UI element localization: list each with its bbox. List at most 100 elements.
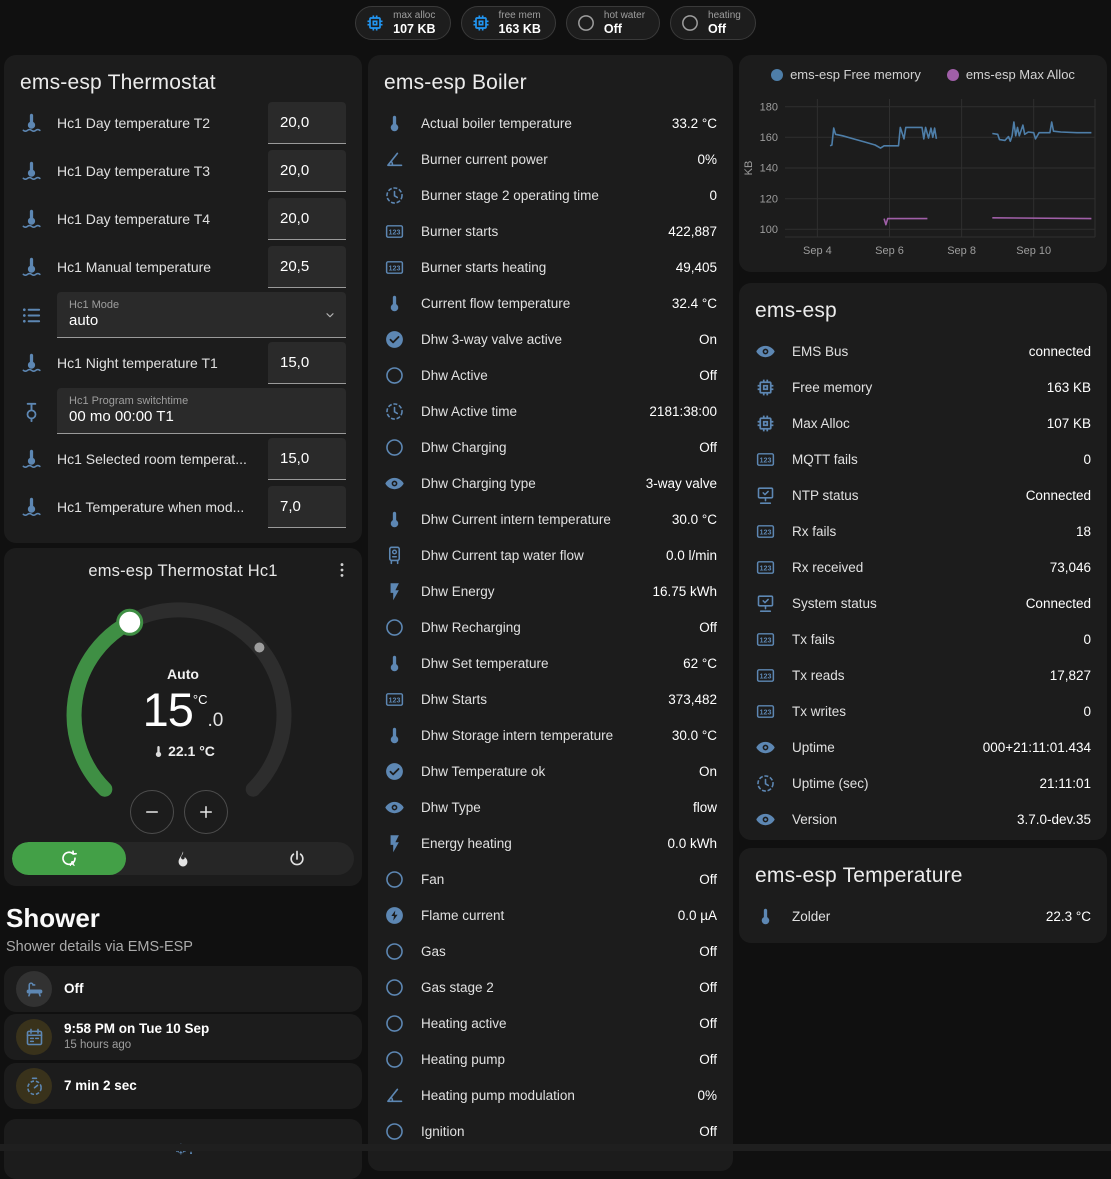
header-chip[interactable]: heating Off: [670, 6, 756, 40]
eye-icon: [755, 809, 776, 830]
entity-label: NTP status: [792, 487, 859, 503]
entity-row[interactable]: Dhw 3-way valve active On: [368, 321, 733, 357]
entity-label: Tx writes: [792, 703, 846, 719]
entity-row[interactable]: Heating pump modulation 0%: [368, 1077, 733, 1113]
shower-tile[interactable]: Off: [4, 966, 362, 1012]
number-input-value: 7,0: [280, 498, 301, 515]
number-input[interactable]: 20,0: [268, 102, 346, 144]
more-options-icon[interactable]: [332, 560, 352, 580]
entity-value: 0: [1083, 451, 1091, 467]
entity-row[interactable]: NTP status Connected: [739, 477, 1107, 513]
entity-row[interactable]: Dhw Current tap water flow 0.0 l/min: [368, 537, 733, 573]
mode-off-button[interactable]: [240, 842, 354, 875]
entity-value: Off: [699, 1015, 717, 1031]
number-input[interactable]: 15,0: [268, 342, 346, 384]
entity-label: Fan: [421, 871, 445, 887]
entity-row[interactable]: Gas Off: [368, 933, 733, 969]
svg-text:Sep 4: Sep 4: [803, 245, 832, 257]
entity-row[interactable]: Free memory 163 KB: [739, 369, 1107, 405]
temperature-card: ems-esp Temperature Zolder 22.3 °C: [739, 848, 1107, 943]
temp-decrease-button[interactable]: [130, 790, 174, 834]
water-boiler-icon: [384, 545, 405, 566]
shower-tile[interactable]: 9:58 PM on Tue 10 Sep 15 hours ago: [4, 1014, 362, 1060]
number-input[interactable]: 20,0: [268, 150, 346, 192]
number-input[interactable]: 15,0: [268, 438, 346, 480]
entity-label: Dhw Active time: [421, 403, 518, 419]
entity-row[interactable]: Burner current power 0%: [368, 141, 733, 177]
entity-label: Dhw Charging: [421, 439, 507, 455]
entity-row[interactable]: System status Connected: [739, 585, 1107, 621]
entity-row[interactable]: Burner stage 2 operating time 0: [368, 177, 733, 213]
entity-row[interactable]: Dhw Active time 2181:38:00: [368, 393, 733, 429]
header-chip[interactable]: free mem 163 KB: [460, 6, 556, 40]
entity-row[interactable]: Dhw Storage intern temperature 30.0 °C: [368, 717, 733, 753]
header-chip-bar: max alloc 107 KB free mem 163 KB hot water Of…: [0, 6, 1111, 40]
entity-row[interactable]: Fan Off: [368, 861, 733, 897]
chip-text: free mem 163 KB: [499, 10, 541, 36]
entity-row[interactable]: Heating active Off: [368, 1005, 733, 1041]
entity-row[interactable]: Current flow temperature 32.4 °C: [368, 285, 733, 321]
entity-row[interactable]: 123 Tx reads 17,827: [739, 657, 1107, 693]
entity-row[interactable]: Zolder 22.3 °C: [739, 898, 1107, 934]
entity-row[interactable]: Flame current 0.0 µA: [368, 897, 733, 933]
number-input[interactable]: 7,0: [268, 486, 346, 528]
entity-value: flow: [692, 799, 717, 815]
tile-text: Off: [64, 981, 84, 998]
entity-row[interactable]: Max Alloc 107 KB: [739, 405, 1107, 441]
legend-item[interactable]: ems-esp Free memory: [771, 67, 921, 82]
mode-select[interactable]: Hc1 Mode auto: [57, 292, 346, 338]
entity-row[interactable]: Dhw Current intern temperature 30.0 °C: [368, 501, 733, 537]
entity-row[interactable]: 123 Tx writes 0: [739, 693, 1107, 729]
legend-label: ems-esp Free memory: [790, 67, 921, 82]
entity-label: Tx reads: [792, 667, 845, 683]
header-chip[interactable]: hot water Off: [565, 6, 661, 40]
entity-row[interactable]: 123 Rx fails 18: [739, 513, 1107, 549]
counter-icon: 123: [384, 221, 405, 242]
entity-row[interactable]: 123 Burner starts heating 49,405: [368, 249, 733, 285]
entity-row[interactable]: Heating pump Off: [368, 1041, 733, 1077]
entity-row[interactable]: 123 Rx received 73,046: [739, 549, 1107, 585]
mode-auto-button[interactable]: A: [12, 842, 126, 875]
check-circle-icon: [384, 329, 405, 350]
entity-row[interactable]: EMS Bus connected: [739, 333, 1107, 369]
entity-row[interactable]: 123 Burner starts 422,887: [368, 213, 733, 249]
text-input[interactable]: Hc1 Program switchtime 00 mo 00:00 T1: [57, 388, 346, 434]
entity-row[interactable]: Uptime 000+21:11:01.434: [739, 729, 1107, 765]
clock-icon: [384, 401, 405, 422]
entity-row[interactable]: Gas stage 2 Off: [368, 969, 733, 1005]
entity-row[interactable]: Dhw Recharging Off: [368, 609, 733, 645]
entity-row[interactable]: Uptime (sec) 21:11:01: [739, 765, 1107, 801]
chip-value: Off: [603, 21, 622, 36]
mode-heat-button[interactable]: [126, 842, 240, 875]
shower-heading: Shower: [6, 903, 100, 933]
entity-row[interactable]: 123 MQTT fails 0: [739, 441, 1107, 477]
temp-increase-button[interactable]: [184, 790, 228, 834]
entity-row[interactable]: Dhw Type flow: [368, 789, 733, 825]
entity-row[interactable]: Dhw Charging type 3-way valve: [368, 465, 733, 501]
dial-knob[interactable]: [116, 608, 144, 636]
entity-row[interactable]: Dhw Active Off: [368, 357, 733, 393]
entity-row[interactable]: Dhw Energy 16.75 kWh: [368, 573, 733, 609]
field-value: 00 mo 00:00 T1: [69, 408, 174, 426]
entity-row[interactable]: Energy heating 0.0 kWh: [368, 825, 733, 861]
entity-label: Max Alloc: [792, 415, 850, 431]
number-input[interactable]: 20,5: [268, 246, 346, 288]
legend-item[interactable]: ems-esp Max Alloc: [946, 67, 1075, 82]
entity-label: Dhw Current tap water flow: [421, 547, 584, 563]
chip-label: max alloc: [393, 10, 436, 22]
tile-label: 7 min 2 sec: [64, 1077, 137, 1093]
shower-tile[interactable]: 7 min 2 sec: [4, 1063, 362, 1109]
header-chip[interactable]: max alloc 107 KB: [355, 6, 451, 40]
number-input[interactable]: 20,0: [268, 198, 346, 240]
entity-row[interactable]: 123 Tx fails 0: [739, 621, 1107, 657]
entity-row[interactable]: Actual boiler temperature 33.2 °C: [368, 105, 733, 141]
entity-value: 49,405: [675, 259, 717, 275]
circle-icon: [384, 365, 405, 386]
entity-row[interactable]: Dhw Temperature ok On: [368, 753, 733, 789]
entity-row[interactable]: 123 Dhw Starts 373,482: [368, 681, 733, 717]
entity-row[interactable]: Dhw Set temperature 62 °C: [368, 645, 733, 681]
entity-row[interactable]: Ignition Off: [368, 1113, 733, 1149]
svg-text:123: 123: [389, 228, 401, 236]
entity-row[interactable]: Version 3.7.0-dev.35: [739, 801, 1107, 837]
entity-row[interactable]: Dhw Charging Off: [368, 429, 733, 465]
